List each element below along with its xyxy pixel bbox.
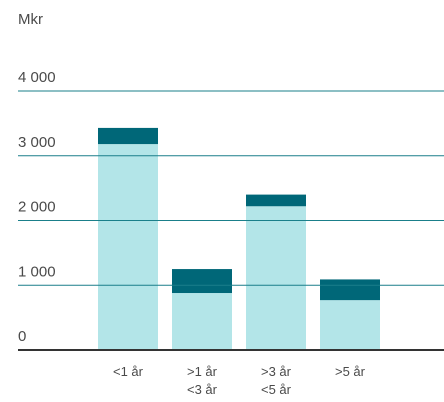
y-axis-label: Mkr [18,11,43,28]
x-tick-label: <1 år [113,364,144,379]
x-tick-label: >3 år <5 år [261,364,292,397]
y-tick-label: 1 000 [18,263,56,280]
y-tick-label: 3 000 [18,134,56,151]
bar-segment [98,127,158,145]
bar-segment [172,269,232,294]
bar-segment [98,144,158,350]
bar-segment [320,300,380,350]
y-tick-label: 4 000 [18,69,56,86]
bar-segment [172,293,232,350]
y-tick-label: 2 000 [18,199,56,216]
bar-segment [246,194,306,207]
y-tick-label: 0 [18,328,26,345]
bar-segment [246,206,306,350]
x-tick-label: >1 år <3 år [187,364,218,397]
bar-segment [320,279,380,301]
x-tick-label: >5 år [335,364,366,379]
